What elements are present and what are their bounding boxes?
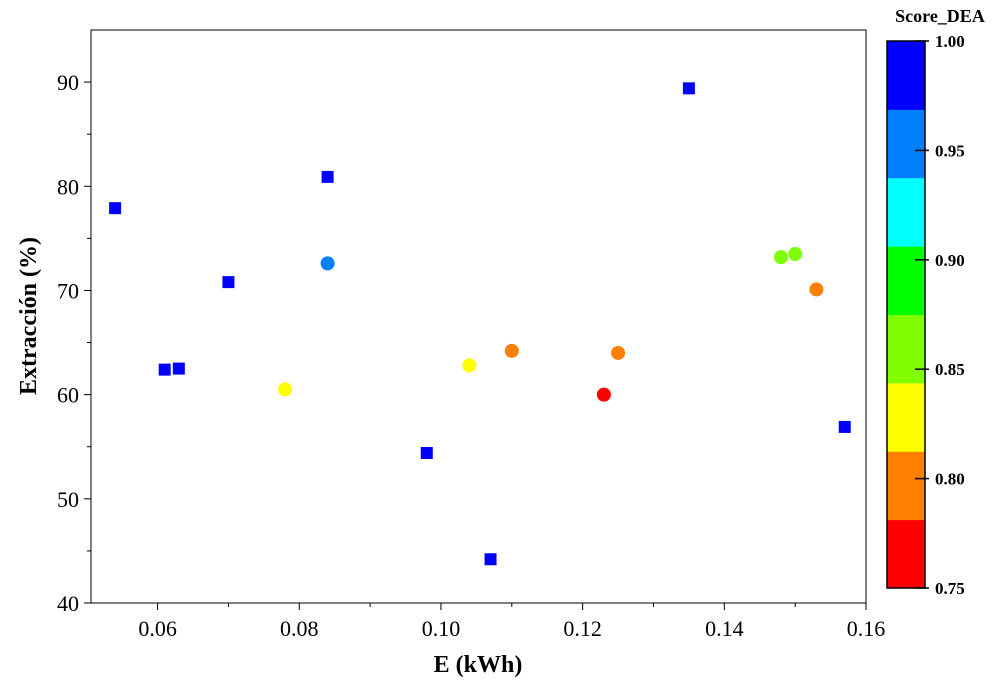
data-point-square [321,170,334,183]
data-point-circle [611,345,626,360]
x-tick-label: 0.06 [138,616,177,641]
colorbar-band [887,314,925,384]
data-point-circle [278,382,293,397]
y-tick-label: 40 [57,591,79,616]
x-tick-label: 0.12 [563,616,602,641]
x-tick-label: 0.10 [422,616,461,641]
y-tick-label: 70 [57,278,79,303]
x-axis-label: E (kWh) [434,652,523,678]
colorbar-title: Score_DEA [895,6,985,26]
data-point-square [109,202,122,215]
colorbar-tick-label: 0.90 [935,251,965,270]
data-point-square [838,420,851,433]
y-tick-label: 50 [57,487,79,512]
x-tick-label: 0.08 [280,616,319,641]
data-point-circle [596,387,611,402]
y-tick-label: 60 [57,383,79,408]
data-point-square [158,363,171,376]
colorbar-band [887,246,925,315]
colorbar-tick-label: 0.80 [935,470,965,489]
data-point-circle [809,282,824,297]
plot-frame [90,29,867,604]
x-tick-label: 0.16 [847,616,886,641]
colorbar-frame [886,40,926,589]
x-tick-label: 0.14 [705,616,744,641]
data-point-square [420,446,433,459]
colorbar-band [887,109,925,179]
colorbar-band [887,519,925,589]
y-tick-label: 90 [57,70,79,95]
colorbar-tick-label: 1.00 [935,32,965,51]
data-point-circle [320,256,335,271]
y-tick-label: 80 [57,174,79,199]
colorbar-tick-label: 0.85 [935,360,965,379]
colorbar-tick-label: 0.75 [935,579,965,598]
data-point-circle [504,343,519,358]
colorbar-band [887,41,925,110]
data-point-circle [773,250,788,265]
colorbar-band [887,382,925,452]
data-point-square [222,276,235,289]
data-point-square [484,553,497,566]
y-axis-label: Extracción (%) [16,237,42,395]
colorbar-band [887,177,925,247]
data-point-circle [788,246,803,261]
colorbar-tick-label: 0.95 [935,141,965,160]
data-point-square [172,362,185,375]
data-point-circle [462,358,477,373]
colorbar-band [887,451,925,521]
data-point-square [682,82,695,95]
